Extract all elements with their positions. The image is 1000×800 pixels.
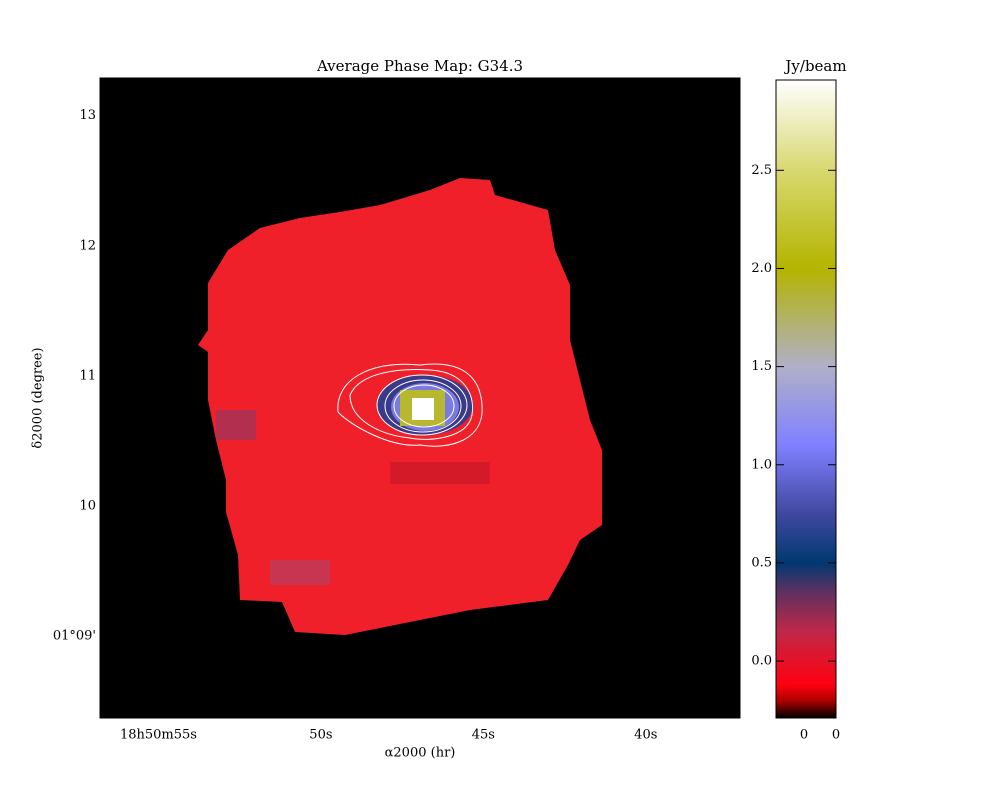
x-tick-label: 50s bbox=[309, 728, 332, 743]
y-tick-label: 13 bbox=[79, 108, 96, 123]
colorbar-title: Jy/beam bbox=[783, 57, 846, 75]
x-tick-label: 45s bbox=[472, 728, 495, 743]
phase-map bbox=[198, 178, 602, 635]
colorbar-tick-label: 1.5 bbox=[751, 359, 772, 374]
colorbar bbox=[775, 79, 837, 719]
x-tick-label: 18h50m55s bbox=[120, 728, 197, 743]
y-tick-label: 10 bbox=[79, 498, 96, 513]
plot-frame bbox=[99, 77, 741, 719]
colorbar-tick-label: 1.0 bbox=[751, 457, 772, 472]
x-tick-label: 40s bbox=[634, 728, 657, 743]
x-axis-label: α2000 (hr) bbox=[385, 746, 456, 761]
y-tick-label: 12 bbox=[79, 238, 96, 253]
y-tick-label: 01°09' bbox=[53, 629, 96, 644]
colorbar-tick-label: 0.5 bbox=[751, 555, 772, 570]
colorbar-tick-label: 0.0 bbox=[751, 654, 772, 669]
colorbar-tick-label: 2.0 bbox=[751, 261, 772, 276]
colorbar-tick-label: 2.5 bbox=[751, 163, 772, 178]
colorbar-footer: 0 bbox=[832, 728, 840, 743]
y-tick-label: 11 bbox=[79, 368, 96, 383]
colorbar-footer: 0 bbox=[800, 728, 808, 743]
chart-title: Average Phase Map: G34.3 bbox=[316, 57, 523, 75]
y-axis-label: δ2000 (degree) bbox=[31, 347, 46, 448]
